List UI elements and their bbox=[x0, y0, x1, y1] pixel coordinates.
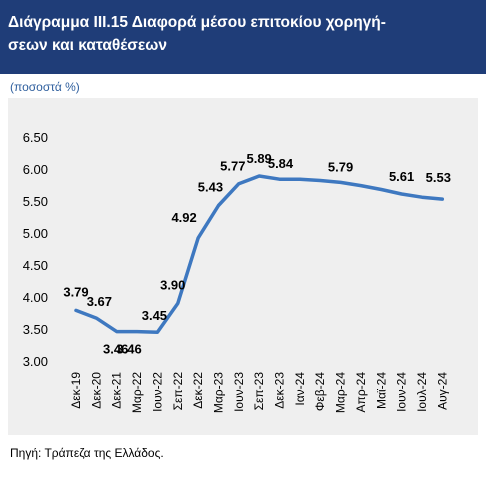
data-label: 3.46 bbox=[103, 342, 128, 357]
line-chart: 3.00 3.50 4.00 4.50 5.00 5.50 6.00 6.50 Δεκ-19 Δε… bbox=[23, 130, 451, 413]
data-label: 5.77 bbox=[220, 159, 245, 174]
x-tick-label: Δεκ-21 bbox=[110, 372, 124, 409]
x-tick-label: Αυγ-24 bbox=[435, 372, 449, 410]
y-tick-label: 4.00 bbox=[23, 290, 48, 305]
y-tick-label: 5.50 bbox=[23, 194, 48, 209]
y-tick-label: 5.00 bbox=[23, 226, 48, 241]
x-tick-label: Δεκ-22 bbox=[191, 372, 205, 409]
x-tick-label: Ιουν-24 bbox=[395, 372, 409, 412]
x-tick-label: Απρ-24 bbox=[354, 372, 368, 413]
x-tick-label: Μαϊ-24 bbox=[374, 372, 388, 409]
x-tick-label: Δεκ-23 bbox=[273, 372, 287, 409]
x-tick-label: Ιουν-22 bbox=[150, 372, 164, 412]
y-tick-label: 3.50 bbox=[23, 322, 48, 337]
data-label: 4.92 bbox=[171, 210, 196, 225]
data-label: 5.53 bbox=[426, 170, 451, 185]
x-tick-label: Ιαν-24 bbox=[293, 372, 307, 406]
unit-label: (ποσοστά %) bbox=[10, 80, 80, 94]
data-label: 3.90 bbox=[160, 277, 185, 292]
x-tick-label: Ιουν-23 bbox=[232, 372, 246, 412]
data-label: 5.61 bbox=[389, 169, 414, 184]
data-label: 3.79 bbox=[63, 284, 88, 299]
x-tick-label: Σεπ-23 bbox=[252, 372, 266, 411]
x-tick-label: Φεβ-24 bbox=[313, 372, 327, 411]
x-tick-label: Ιουλ-24 bbox=[415, 372, 429, 412]
chart-panel: 3.00 3.50 4.00 4.50 5.00 5.50 6.00 6.50 Δεκ-19 Δε… bbox=[8, 98, 478, 435]
data-label: 3.67 bbox=[87, 294, 112, 309]
y-tick-label: 6.00 bbox=[23, 162, 48, 177]
data-label: 5.84 bbox=[268, 156, 294, 171]
chart-title-line-2: σεων και καταθέσεων bbox=[8, 37, 167, 54]
source-note: Πηγή: Τράπεζα της Ελλάδος. bbox=[10, 446, 164, 460]
data-label: 3.46 bbox=[116, 342, 141, 357]
x-tick-label: Σεπ-22 bbox=[171, 372, 185, 411]
x-tick-label: Δεκ-20 bbox=[89, 372, 103, 409]
y-tick-label: 4.50 bbox=[23, 258, 48, 273]
data-label: 3.45 bbox=[142, 308, 167, 323]
x-tick-label: Δεκ-19 bbox=[69, 372, 83, 409]
data-label: 5.89 bbox=[246, 151, 271, 166]
y-tick-label: 3.00 bbox=[23, 354, 48, 369]
x-tick-label: Μαρ-22 bbox=[130, 372, 144, 413]
chart-title-line-1: Διάγραμμα ΙΙΙ.15 Διαφορά μέσου επιτοκίου… bbox=[8, 14, 386, 31]
x-tick-label: Μαρ-23 bbox=[211, 372, 225, 413]
data-label: 5.43 bbox=[198, 179, 223, 194]
x-tick-label: Μαρ-24 bbox=[334, 372, 348, 413]
chart-title: Διάγραμμα ΙΙΙ.15 Διαφορά μέσου επιτοκίου… bbox=[8, 11, 478, 57]
series-line bbox=[74, 174, 445, 334]
data-label: 5.79 bbox=[328, 159, 353, 174]
y-tick-label: 6.50 bbox=[23, 130, 48, 145]
title-bar: Διάγραμμα ΙΙΙ.15 Διαφορά μέσου επιτοκίου… bbox=[0, 0, 486, 74]
